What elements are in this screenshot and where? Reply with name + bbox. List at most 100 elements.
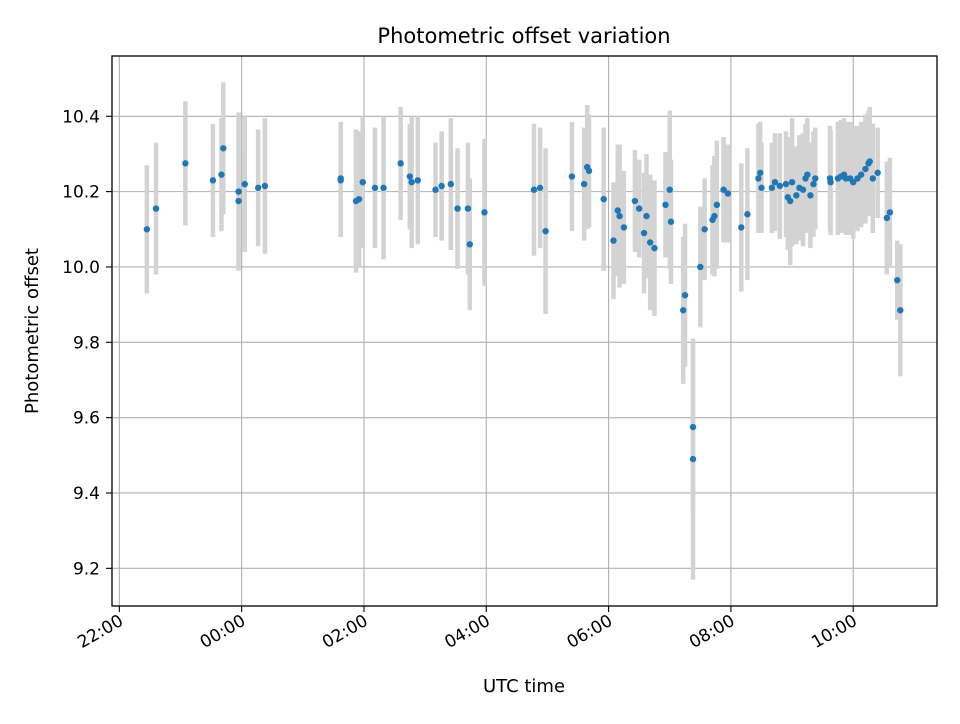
data-point: [874, 169, 881, 176]
points-layer: [143, 145, 904, 463]
y-tick-label: 9.8: [73, 333, 100, 353]
y-ticks: 9.2 9.4 9.6 9.8 10.0 10.2 10.4: [62, 107, 112, 579]
data-point: [635, 205, 643, 212]
data-point: [883, 214, 891, 222]
data-point: [812, 175, 819, 182]
data-point: [738, 224, 745, 231]
x-axis-label: UTC time: [483, 676, 565, 697]
data-point: [897, 307, 904, 314]
data-point: [768, 184, 776, 192]
data-point: [643, 212, 650, 220]
data-point: [755, 175, 762, 182]
data-point: [771, 178, 779, 186]
data-point: [464, 205, 472, 212]
data-point: [337, 177, 344, 184]
data-point: [788, 178, 796, 186]
data-point: [530, 186, 538, 193]
data-point: [646, 239, 654, 246]
data-point: [616, 212, 623, 220]
data-point: [804, 171, 811, 178]
data-point: [542, 227, 549, 235]
data-point: [667, 218, 675, 225]
data-point: [894, 276, 901, 284]
y-tick-label: 10.2: [62, 183, 100, 203]
data-point: [807, 192, 814, 199]
data-point: [776, 182, 784, 190]
data-point: [886, 209, 894, 216]
data-point: [681, 292, 689, 299]
data-point: [254, 184, 262, 192]
data-point: [355, 195, 363, 203]
data-point: [580, 180, 588, 188]
data-point: [869, 175, 876, 182]
data-point: [447, 180, 455, 188]
data-point: [614, 207, 621, 214]
data-point: [866, 158, 873, 165]
data-point: [720, 186, 727, 193]
data-point: [850, 178, 857, 186]
data-point: [235, 188, 242, 195]
data-point: [481, 209, 488, 216]
data-point: [689, 423, 697, 431]
data-point: [827, 178, 834, 186]
data-point: [651, 244, 658, 252]
data-point: [701, 226, 708, 233]
data-point: [241, 180, 248, 188]
data-point: [408, 178, 415, 186]
data-point: [744, 211, 751, 218]
data-point: [711, 212, 718, 220]
data-point: [414, 177, 421, 184]
data-point: [466, 241, 473, 248]
data-point: [787, 197, 794, 205]
plot-frame: [111, 55, 938, 607]
data-point: [666, 186, 673, 193]
data-point: [857, 171, 865, 178]
data-point: [432, 186, 439, 193]
data-point: [406, 173, 414, 180]
data-point: [235, 197, 242, 205]
data-point: [380, 184, 387, 192]
data-point: [610, 237, 617, 244]
data-point: [758, 184, 765, 192]
data-point: [862, 165, 869, 173]
y-axis-label: Photometric offset: [22, 248, 43, 414]
data-point: [371, 184, 379, 192]
data-point: [568, 173, 576, 180]
data-point: [536, 184, 544, 192]
data-point: [218, 171, 225, 178]
y-tick-label: 9.4: [73, 484, 100, 504]
data-point: [261, 182, 269, 190]
data-point: [713, 201, 721, 209]
data-point: [152, 205, 160, 212]
data-point: [757, 169, 764, 176]
data-point: [689, 455, 697, 463]
data-point: [810, 180, 817, 188]
data-point: [220, 145, 227, 152]
data-point: [640, 229, 648, 237]
data-point: [182, 160, 189, 167]
data-point: [397, 160, 404, 167]
data-point: [359, 178, 366, 186]
data-point: [585, 167, 593, 175]
chart-title: Photometric offset variation: [377, 24, 670, 48]
y-tick-label: 10.0: [62, 258, 100, 278]
data-point: [793, 192, 800, 199]
data-point: [662, 201, 669, 209]
data-point: [454, 205, 461, 212]
data-point: [438, 182, 445, 190]
data-point: [724, 190, 732, 197]
y-tick-label: 10.4: [62, 107, 100, 127]
data-point: [600, 195, 607, 203]
data-point: [799, 186, 807, 193]
y-tick-label: 9.2: [73, 559, 100, 579]
data-point: [680, 307, 687, 314]
data-point: [782, 180, 790, 188]
data-point: [631, 197, 639, 205]
data-point: [143, 226, 151, 233]
data-point: [620, 224, 628, 231]
y-tick-label: 9.6: [73, 409, 100, 429]
data-point: [209, 177, 217, 184]
